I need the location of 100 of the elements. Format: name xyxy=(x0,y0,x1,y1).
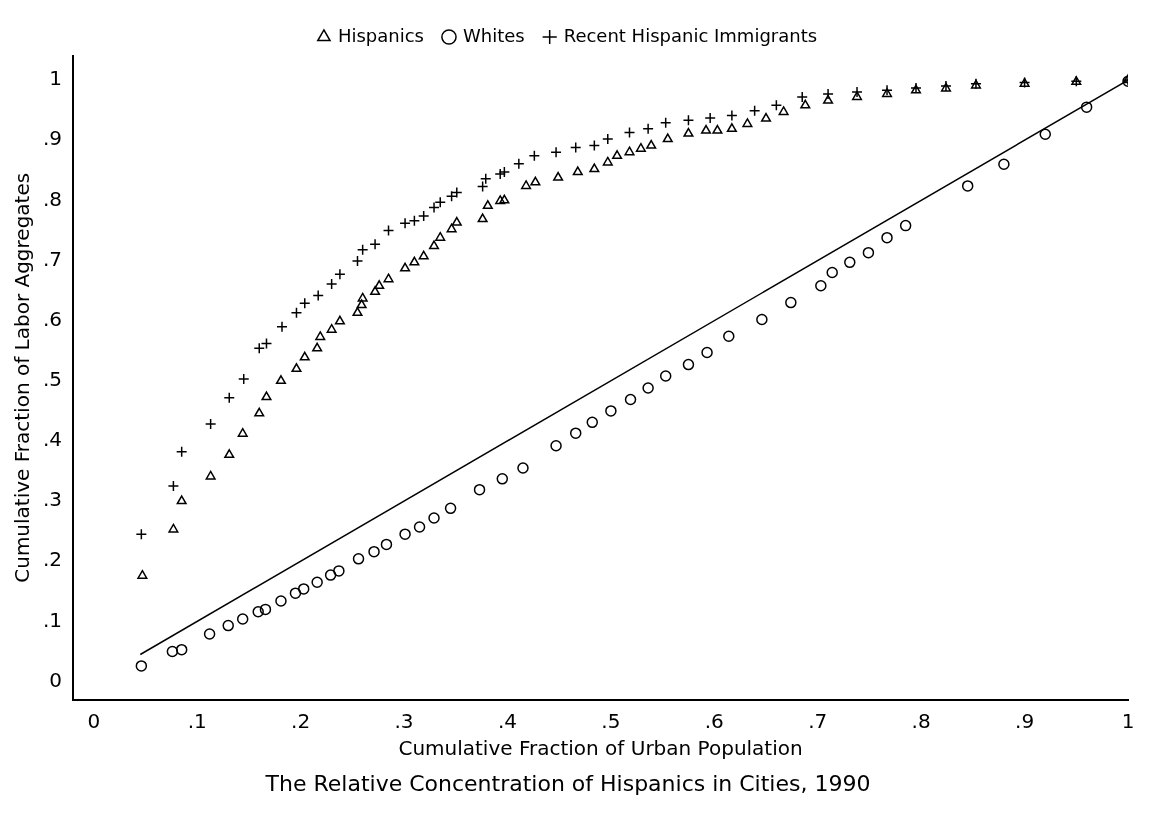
point xyxy=(659,117,672,129)
point xyxy=(881,231,893,244)
point xyxy=(399,528,411,540)
point xyxy=(222,619,234,632)
x-axis-title: Cumulative Fraction of Urban Population xyxy=(398,735,803,760)
point xyxy=(352,553,365,565)
y-tick-label: .3 xyxy=(42,487,63,512)
point xyxy=(167,480,180,492)
y-tick-label: .9 xyxy=(42,126,63,151)
point xyxy=(175,643,188,656)
point xyxy=(496,473,509,485)
point xyxy=(451,216,462,226)
point xyxy=(682,114,695,127)
point xyxy=(428,240,440,250)
y-axis-title: Cumulative Fraction of Labor Aggregates xyxy=(10,172,35,583)
point xyxy=(409,256,420,266)
x-tick-label: .8 xyxy=(911,708,931,733)
point xyxy=(844,256,856,269)
point xyxy=(290,307,303,319)
point xyxy=(770,99,783,112)
point xyxy=(495,195,506,205)
point xyxy=(683,127,694,137)
point xyxy=(498,166,511,178)
point xyxy=(203,628,216,640)
legend-label: Whites xyxy=(462,24,525,46)
point xyxy=(682,358,695,371)
point xyxy=(624,146,635,156)
point xyxy=(356,299,367,309)
point xyxy=(333,565,345,577)
point xyxy=(334,315,345,325)
point xyxy=(517,462,529,474)
point xyxy=(881,88,893,98)
point xyxy=(998,158,1010,171)
x-tick-label: .9 xyxy=(1015,708,1035,733)
x-tick-label: .5 xyxy=(601,708,621,733)
point xyxy=(586,416,599,429)
x-tick-label: .6 xyxy=(704,708,724,733)
point xyxy=(324,569,337,581)
point xyxy=(785,296,797,309)
point xyxy=(135,528,148,540)
y-tick-label: .7 xyxy=(42,246,63,271)
y-tick-label: .6 xyxy=(42,306,63,331)
point xyxy=(137,569,148,579)
point xyxy=(899,219,912,232)
point xyxy=(275,595,287,607)
point xyxy=(260,337,273,350)
point xyxy=(297,583,310,595)
point xyxy=(726,109,738,122)
point xyxy=(408,215,421,227)
x-tick-label: 0 xyxy=(87,708,101,733)
point xyxy=(569,427,582,439)
point xyxy=(368,545,380,558)
point xyxy=(370,286,381,296)
point xyxy=(254,407,265,417)
point xyxy=(572,166,583,176)
point xyxy=(748,104,761,117)
point xyxy=(1039,128,1052,140)
point xyxy=(383,273,394,283)
point xyxy=(352,307,363,317)
y-tick-label: .1 xyxy=(42,607,63,632)
point xyxy=(612,150,623,160)
point xyxy=(413,521,426,533)
point xyxy=(723,330,735,343)
point xyxy=(635,142,646,152)
point xyxy=(289,587,302,599)
point xyxy=(605,405,617,417)
point xyxy=(428,512,440,524)
point xyxy=(569,141,582,154)
text: The Relative Concentration of Hispanics in Cities, 1990 xyxy=(264,770,871,796)
point xyxy=(851,91,863,101)
point xyxy=(482,200,493,210)
point xyxy=(701,346,713,359)
point xyxy=(550,440,562,452)
x-tick-label: .7 xyxy=(808,708,828,733)
point xyxy=(224,449,235,459)
x-tick-label: 1 xyxy=(1121,708,1135,733)
point xyxy=(712,124,723,134)
point xyxy=(417,210,430,222)
point xyxy=(356,243,369,256)
point xyxy=(1080,101,1093,113)
point xyxy=(166,645,179,658)
legend-label: Recent Hispanic Immigrants xyxy=(563,24,818,46)
point xyxy=(299,351,310,361)
point xyxy=(961,180,974,192)
point xyxy=(862,246,875,259)
y-tick-label: .8 xyxy=(42,186,63,211)
point xyxy=(756,313,768,326)
point xyxy=(325,278,338,290)
point xyxy=(642,382,654,394)
point xyxy=(588,139,601,152)
point xyxy=(451,186,463,199)
point xyxy=(275,375,287,385)
point xyxy=(446,223,457,233)
point xyxy=(476,180,489,193)
point xyxy=(311,576,323,589)
point xyxy=(205,470,216,480)
point xyxy=(312,342,323,352)
point xyxy=(175,446,188,458)
point xyxy=(204,418,217,430)
x-tick-label: .4 xyxy=(497,708,518,733)
